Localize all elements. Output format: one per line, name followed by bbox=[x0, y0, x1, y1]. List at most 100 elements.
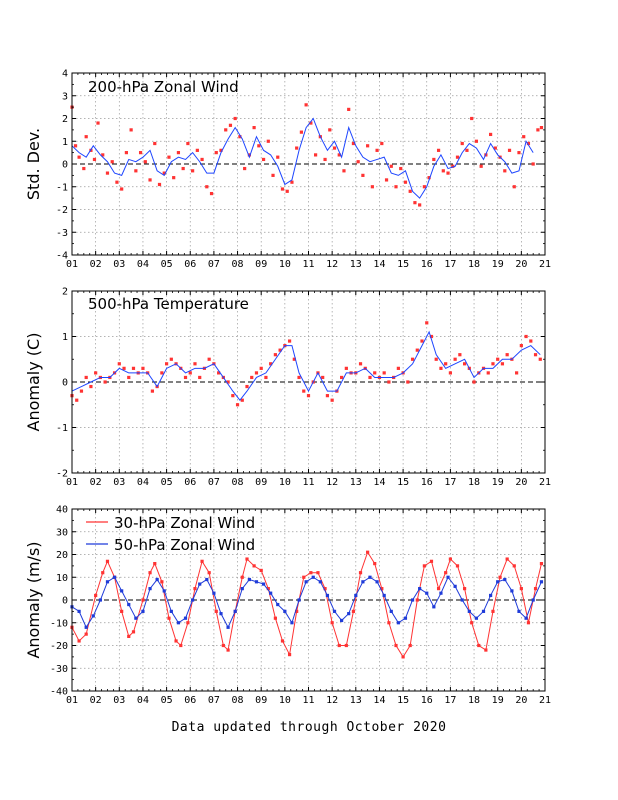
series-point-0 bbox=[401, 655, 405, 659]
data-point bbox=[313, 153, 318, 157]
data-point bbox=[299, 130, 304, 134]
x-tick-label: 04 bbox=[137, 695, 149, 706]
data-point bbox=[96, 121, 100, 125]
data-point bbox=[531, 162, 535, 166]
x-tick-label: 03 bbox=[113, 477, 125, 488]
series-point-1 bbox=[162, 589, 166, 593]
series-point-1 bbox=[141, 609, 145, 613]
data-point bbox=[479, 164, 483, 168]
series-point-0 bbox=[309, 571, 313, 575]
series-point-0 bbox=[160, 580, 164, 584]
x-tick-label: 05 bbox=[161, 695, 173, 706]
series-point-1 bbox=[269, 591, 273, 595]
data-point bbox=[271, 173, 275, 177]
series-point-1 bbox=[276, 602, 280, 607]
data-point bbox=[205, 185, 209, 189]
series-point-1 bbox=[347, 612, 351, 616]
data-point bbox=[278, 348, 282, 352]
x-tick-label: 10 bbox=[279, 259, 291, 270]
data-point bbox=[347, 107, 351, 111]
series-point-0 bbox=[245, 557, 249, 561]
series-point-0 bbox=[436, 587, 441, 591]
data-point bbox=[370, 185, 374, 189]
data-point bbox=[183, 375, 188, 380]
data-point bbox=[219, 148, 223, 152]
series-point-1 bbox=[453, 584, 457, 588]
data-point bbox=[122, 366, 126, 370]
series-point-0 bbox=[316, 571, 320, 575]
series-point-1 bbox=[311, 575, 315, 579]
panel-stratospheric-zonal-wind: -40 -30 -20 -10 0 10 20 30 40 01 02 03 04 05 06 07 08 09… bbox=[24, 505, 551, 707]
data-point bbox=[420, 339, 424, 343]
data-point bbox=[536, 128, 540, 132]
data-point bbox=[406, 380, 410, 384]
data-point bbox=[143, 160, 147, 164]
data-point bbox=[273, 353, 277, 357]
data-point bbox=[356, 160, 360, 164]
x-tick-label: 04 bbox=[137, 477, 149, 488]
series-point-1 bbox=[261, 582, 266, 586]
data-point bbox=[325, 394, 330, 398]
x-tick-label: 17 bbox=[444, 259, 456, 270]
x-ticks: 01 02 03 04 05 06 07 08 09 10 11 12 13 14 15 16 17 18 19 20… bbox=[66, 291, 551, 488]
data-point bbox=[94, 371, 98, 375]
series-point-1 bbox=[127, 602, 131, 607]
data-point bbox=[434, 357, 438, 361]
data-point bbox=[157, 182, 162, 187]
series-point-0 bbox=[491, 609, 495, 613]
data-point bbox=[235, 403, 240, 407]
data-point bbox=[115, 180, 119, 184]
data-point bbox=[366, 144, 370, 148]
data-point bbox=[117, 362, 121, 366]
data-point bbox=[269, 362, 273, 366]
series-point-0 bbox=[533, 587, 538, 591]
series-point-1 bbox=[84, 625, 88, 629]
x-tick-label: 04 bbox=[137, 259, 149, 270]
data-point bbox=[231, 394, 235, 398]
data-point bbox=[105, 171, 110, 175]
data-point bbox=[214, 151, 218, 155]
data-point bbox=[162, 171, 166, 175]
data-point bbox=[389, 164, 393, 168]
x-tick-label: 14 bbox=[373, 477, 385, 488]
x-tick-label: 11 bbox=[302, 259, 314, 270]
series-point-1 bbox=[389, 609, 393, 613]
data-point bbox=[176, 151, 181, 155]
y-tick-label: 1 bbox=[62, 137, 68, 148]
series-point-0 bbox=[415, 598, 419, 602]
data-point bbox=[131, 366, 136, 370]
data-point bbox=[403, 180, 408, 184]
data-point bbox=[287, 339, 292, 343]
data-point bbox=[250, 375, 254, 380]
data-point bbox=[228, 123, 233, 127]
data-point bbox=[526, 141, 531, 146]
data-point bbox=[309, 121, 313, 125]
series-point-1 bbox=[112, 575, 117, 579]
series-point-0 bbox=[505, 557, 509, 561]
series-point-0 bbox=[252, 564, 256, 568]
x-tick-label: 17 bbox=[444, 477, 456, 488]
data-point bbox=[500, 362, 505, 366]
y-tick-label: -1 bbox=[56, 423, 68, 434]
data-point bbox=[209, 191, 214, 196]
x-tick-label: 02 bbox=[90, 477, 102, 488]
y-axis-label: Std. Dev. bbox=[24, 128, 43, 200]
y-tick-label: 2 bbox=[62, 287, 68, 298]
x-tick-label: 18 bbox=[468, 477, 480, 488]
grid bbox=[72, 509, 545, 691]
data-point bbox=[243, 166, 247, 171]
y-tick-label: 3 bbox=[62, 91, 68, 102]
data-point bbox=[505, 353, 509, 357]
data-point bbox=[384, 178, 389, 182]
x-tick-label: 13 bbox=[350, 477, 362, 488]
data-point bbox=[148, 178, 152, 182]
data-point bbox=[207, 357, 211, 361]
x-tick-label: 08 bbox=[232, 695, 244, 706]
series-point-1 bbox=[531, 598, 535, 602]
y-ticks: -40 -30 -20 -10 0 10 20 30 40 bbox=[50, 505, 545, 698]
series-point-1 bbox=[403, 616, 408, 620]
data-point bbox=[323, 157, 327, 162]
series-point-0 bbox=[280, 639, 285, 643]
series-point-0 bbox=[351, 609, 356, 613]
data-point bbox=[101, 153, 105, 157]
